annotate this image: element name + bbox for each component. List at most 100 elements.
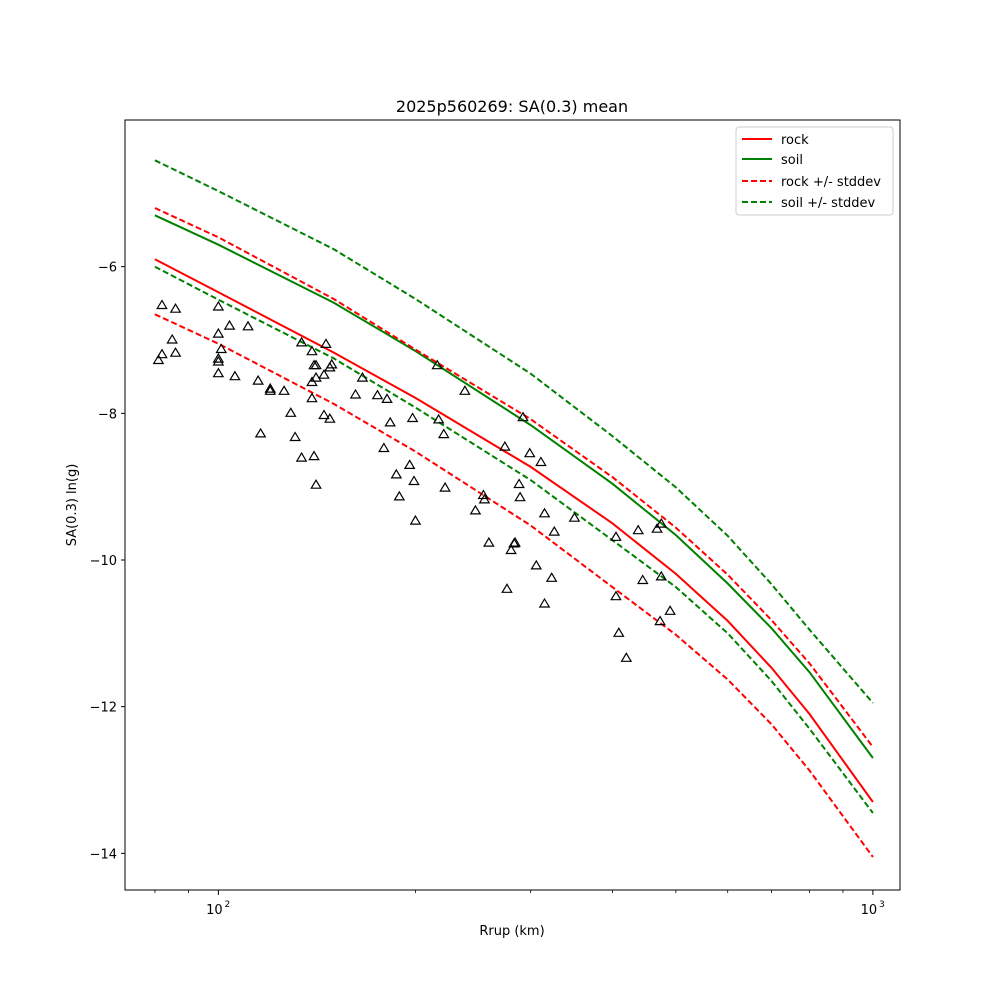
legend-label-soil-stddev: soil +/- stddev [781,196,876,211]
y-tick-label: −10 [90,554,117,569]
observation-point [545,572,558,582]
x-tick-label: 10 [206,903,223,918]
observation-point [477,489,490,500]
observation-point [636,574,649,585]
observation-point [284,407,297,417]
y-axis-label: SA(0.3) ln(g) [65,464,80,547]
observation-point [523,447,536,458]
observation-point [349,388,362,399]
observation-point [306,392,318,403]
observation-point [610,531,622,541]
observation-point [381,393,393,403]
observation-point [223,319,236,330]
observation-point [535,456,547,467]
observation-point [264,382,277,393]
observation-point [505,544,517,555]
observation-point [437,428,450,439]
observation-point [517,411,529,422]
observation-point [654,615,666,626]
observation-point [632,524,645,535]
series-line-2 [154,207,874,748]
observation-point [152,354,165,365]
observation-point [431,359,444,370]
observation-point [308,450,320,461]
observation-point [212,352,225,363]
observation-point [509,536,521,547]
observation-point [538,507,551,518]
observation-point [169,303,182,313]
observation-point [156,299,168,310]
observation-point [655,570,668,581]
legend: rock soil rock +/- stddev soil +/- stdde… [735,126,894,216]
observation-point [325,358,338,369]
x-tick-exponent: 2 [225,900,231,910]
observation-point [439,481,451,492]
observation-point [459,385,471,395]
observation-point [310,371,322,382]
chart-title: 2025p560269: SA(0.3) mean [396,97,628,116]
observation-point [371,389,384,400]
observation-point [513,478,525,489]
legend-label-rock-stddev: rock +/- stddev [781,175,881,190]
observation-point [310,359,322,370]
observation-markers [152,299,676,662]
observation-point [254,427,267,438]
series-line-0 [154,258,874,803]
observation-point [538,597,551,608]
series-line-3 [154,313,874,858]
observation-point [548,525,561,536]
observation-point [212,367,225,378]
observation-point [295,451,308,462]
observation-point [664,605,676,615]
observation-point [651,523,663,533]
observation-point [408,475,420,486]
observation-point [499,440,511,451]
observation-point [156,348,168,359]
observation-point [212,300,225,311]
observation-point [568,512,581,522]
y-tick-label: −14 [90,847,117,862]
observation-point [215,343,228,354]
legend-label-rock: rock [781,133,809,148]
observation-point [356,371,369,382]
observation-point [469,504,482,515]
observation-point [242,320,254,331]
observation-point [289,431,301,442]
observation-point [278,385,290,395]
observation-point [393,490,406,501]
observation-point [384,416,396,427]
observation-point [403,459,416,469]
observation-point [212,327,225,338]
series-layer [154,159,874,858]
observation-point [252,374,264,385]
observation-point [612,627,625,637]
x-axis-label: Rrup (km) [479,924,544,939]
observation-point [166,333,178,344]
observation-point [409,514,422,525]
observation-point [169,347,182,357]
observation-point [530,559,543,570]
observation-point [264,385,277,395]
y-tick-label: −8 [98,407,117,422]
observation-point [378,442,390,453]
observation-point [310,479,322,489]
y-axis-ticks: −14 −12 −10 −8 −6 [90,261,125,862]
observation-point [483,536,495,547]
y-tick-label: −12 [90,701,117,716]
observation-point [318,369,330,379]
observation-point [406,412,419,423]
y-tick-label: −6 [98,261,117,276]
legend-box [735,126,894,216]
observation-point [478,493,491,504]
x-tick-label: 10 [861,903,878,918]
observation-point [514,491,526,502]
observation-point [306,345,318,356]
legend-label-soil: soil [781,153,803,168]
series-line-1 [154,214,874,759]
observation-point [390,468,403,479]
observation-point [318,409,330,420]
observation-point [320,338,332,348]
observation-point [324,413,336,423]
observation-point [620,652,633,662]
